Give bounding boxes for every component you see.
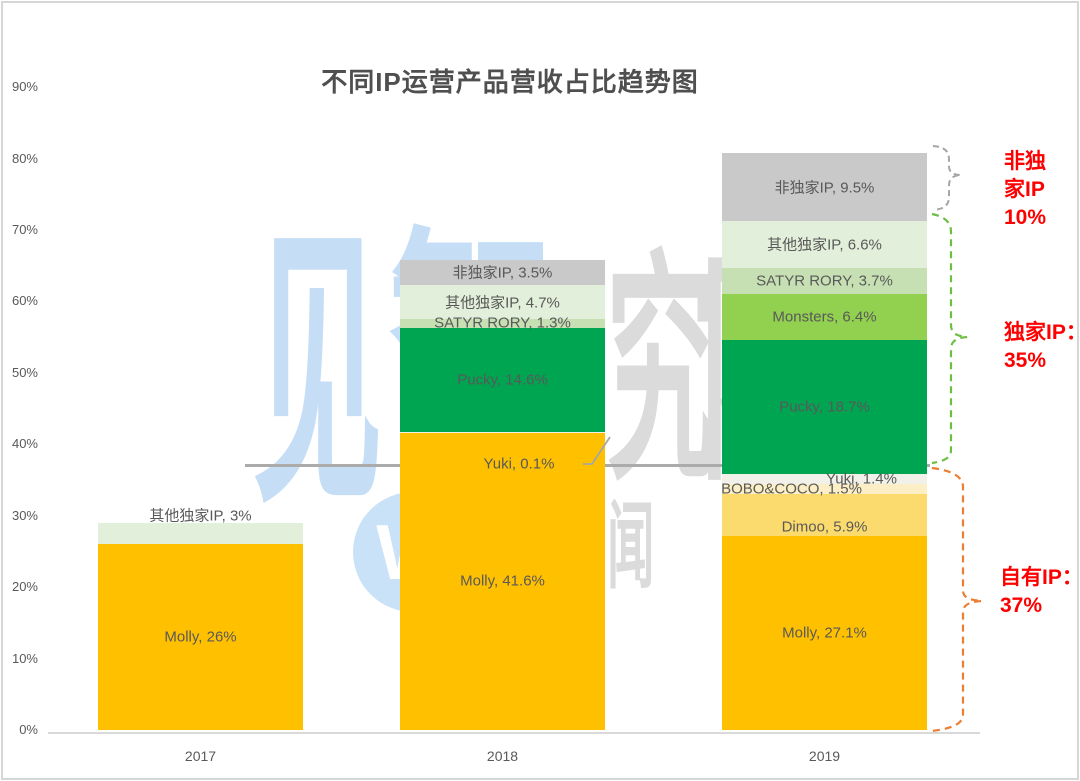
- bar-segment-non-exclusive-ip: [400, 259, 605, 285]
- y-axis-tick-label: 70%: [11, 221, 38, 237]
- segment-label-molly: Molly, 27.1%: [782, 624, 867, 642]
- segment-label-dimoo: Dimoo, 5.9%: [781, 518, 868, 536]
- segment-label-non-exclusive-ip: 非独家IP, 3.5%: [452, 264, 553, 282]
- segment-label-pucky: Pucky, 14.6%: [457, 371, 548, 389]
- bar-segment-molly: [722, 536, 927, 730]
- bar-segment-yuki: [722, 473, 927, 484]
- annotation-exclusive-group: 独家IP： 35%: [1004, 319, 1080, 375]
- bar-segment-bobo-coco: [722, 483, 927, 495]
- segment-label-pucky: Pucky, 18.7%: [779, 398, 870, 416]
- segment-label-monsters: Monsters, 6.4%: [772, 308, 877, 326]
- segment-label-non-exclusive-ip: 非独家IP, 9.5%: [774, 179, 875, 197]
- brace-own-ip-icon: [931, 466, 983, 733]
- x-axis-line: [48, 732, 980, 734]
- annotation-line: 10%: [1004, 206, 1047, 229]
- annotation-line: 35%: [1004, 349, 1047, 372]
- bar-segment-other-exclusive-ip: [722, 220, 927, 268]
- y-axis-tick-label: 50%: [11, 364, 38, 380]
- y-axis-tick-label: 90%: [11, 79, 38, 95]
- chart-title: 不同IP运营产品营收占比趋势图: [321, 67, 699, 97]
- x-axis-label: 2018: [486, 748, 519, 764]
- segment-label-other-exclusive-ip: 其他独家IP, 4.7%: [445, 294, 560, 312]
- bar-segment-yuki: [400, 432, 605, 433]
- segment-label-molly: Molly, 26%: [164, 628, 237, 646]
- brace-non-exclusive-icon: [932, 145, 962, 211]
- annotation-line: 家IP: [1004, 178, 1045, 201]
- annotation-non-exclusive-group: 非独家IP 10%: [1004, 148, 1046, 232]
- y-axis-tick-label: 60%: [11, 293, 38, 309]
- annotation-line: 非独: [1004, 150, 1046, 173]
- y-axis-tick-label: 0%: [19, 722, 38, 737]
- segment-label-yuki: Yuki, 1.4%: [826, 470, 897, 488]
- bar-segment-other-exclusive-ip: [98, 522, 303, 545]
- watermark-char-jian: 见: [253, 200, 383, 544]
- annotation-line: 独家IP：: [1004, 321, 1080, 344]
- segment-label-satyr-rory: SATYR RORY, 3.7%: [756, 272, 893, 290]
- y-axis-tick-label: 40%: [11, 436, 38, 452]
- watermark-char-jiu: 究: [606, 230, 717, 515]
- segment-label-bobo-coco: BOBO&COCO, 1.5%: [721, 480, 862, 498]
- annotation-line: 自有IP：: [1000, 566, 1080, 589]
- y-axis-tick-label: 10%: [11, 650, 38, 666]
- y-axis-tick-label: 30%: [11, 507, 38, 523]
- x-axis-label: 2017: [184, 748, 217, 764]
- bar-segment-satyr-rory: [722, 267, 927, 295]
- brace-exclusive-icon: [931, 212, 968, 465]
- segment-label-molly: Molly, 41.6%: [460, 572, 545, 590]
- bar-segment-other-exclusive-ip: [400, 284, 605, 319]
- bar-segment-pucky: [400, 327, 605, 433]
- annotation-line: 37%: [1000, 594, 1043, 617]
- bar-segment-non-exclusive-ip: [722, 152, 927, 221]
- bar-segment-dimoo: [722, 494, 927, 537]
- segment-label-other-exclusive-ip: 其他独家IP, 3%: [149, 507, 252, 525]
- bar-segment-molly: [98, 544, 303, 730]
- x-axis-label: 2019: [808, 748, 841, 764]
- y-axis-tick-label: 80%: [11, 150, 38, 166]
- segment-label-other-exclusive-ip: 其他独家IP, 6.6%: [767, 236, 882, 254]
- bar-segment-pucky: [722, 339, 927, 474]
- y-axis-tick-label: 20%: [11, 579, 38, 595]
- annotation-own-ip-group: 自有IP： 37%: [1000, 564, 1080, 620]
- bar-segment-satyr-rory: [400, 318, 605, 328]
- bar-segment-monsters: [722, 294, 927, 340]
- bar-segment-molly: [400, 432, 605, 730]
- segment-label-yuki: Yuki, 0.1%: [483, 455, 555, 473]
- segment-label-satyr-rory: SATYR RORY, 1.3%: [434, 314, 571, 332]
- watermark-char-wen: 闻: [607, 492, 655, 602]
